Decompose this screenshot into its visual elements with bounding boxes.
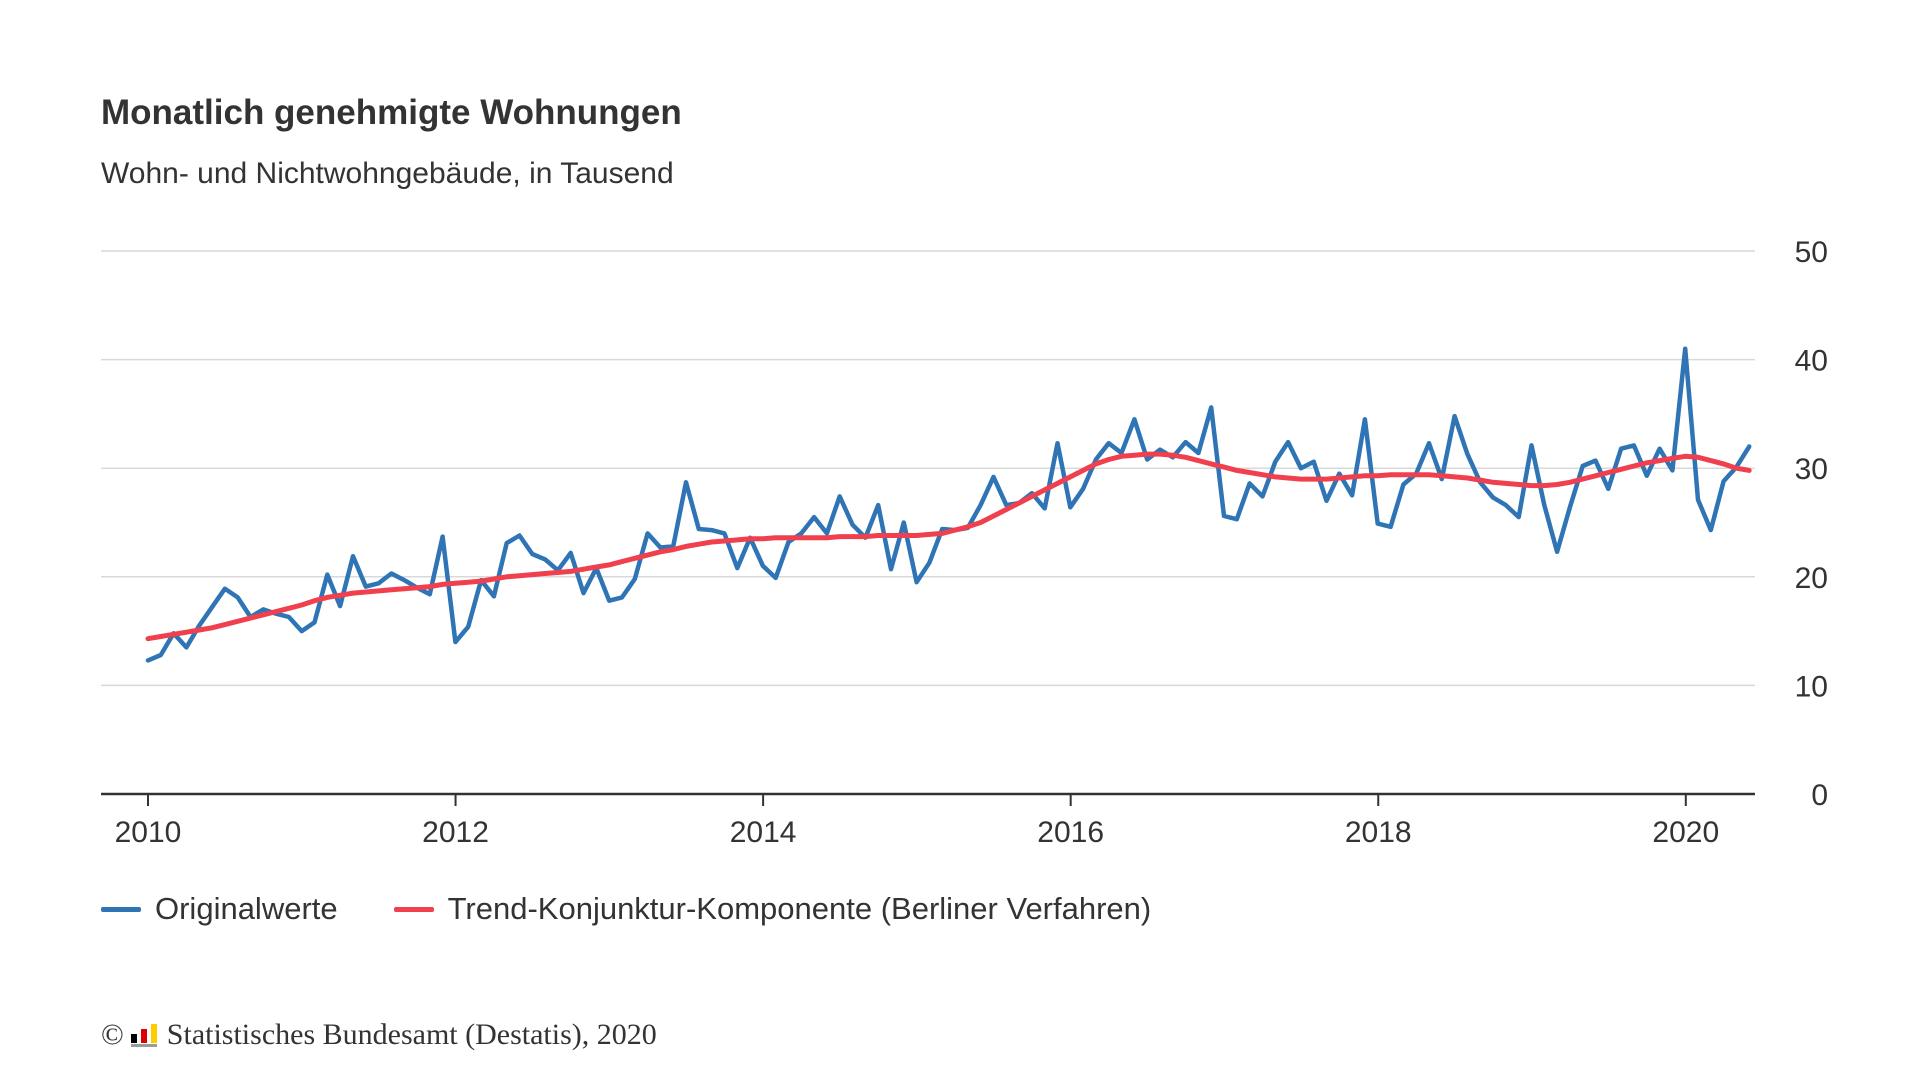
y-tick-label: 0 bbox=[1811, 779, 1828, 812]
legend-label-trend: Trend-Konjunktur-Komponente (Berliner Ve… bbox=[447, 891, 1152, 926]
legend-item-original: Originalwerte bbox=[101, 891, 338, 927]
x-tick-label: 2010 bbox=[115, 816, 182, 849]
x-tick-label: 2020 bbox=[1652, 816, 1719, 849]
y-tick-label: 50 bbox=[1795, 236, 1828, 269]
x-tick-label: 2012 bbox=[422, 816, 489, 849]
y-tick-label: 30 bbox=[1795, 453, 1828, 486]
legend-label-original: Originalwerte bbox=[155, 891, 338, 926]
y-tick-label: 10 bbox=[1795, 670, 1828, 703]
legend: Originalwerte Trend-Konjunktur-Komponent… bbox=[101, 891, 1207, 927]
source-footer: © Statistisches Bundesamt (Destatis), 20… bbox=[101, 1018, 657, 1052]
x-tick-label: 2016 bbox=[1037, 816, 1104, 849]
chart-title: Monatlich genehmigte Wohnungen bbox=[101, 93, 682, 132]
source-text: Statistisches Bundesamt (Destatis), 2020 bbox=[166, 1018, 657, 1051]
series-lines bbox=[145, 346, 1752, 663]
x-tick-label: 2014 bbox=[730, 816, 797, 849]
destatis-logo-icon bbox=[130, 1024, 157, 1047]
x-tick-label: 2018 bbox=[1345, 816, 1412, 849]
legend-swatch-original bbox=[101, 906, 141, 912]
chart-subtitle: Wohn- und Nichtwohngebäude, in Tausend bbox=[101, 157, 674, 190]
y-axis-ticks: 0 10 20 30 40 50 bbox=[1795, 236, 1828, 812]
y-tick-label: 40 bbox=[1795, 345, 1828, 378]
legend-item-trend: Trend-Konjunktur-Komponente (Berliner Ve… bbox=[393, 891, 1152, 927]
legend-swatch-trend bbox=[393, 906, 434, 912]
y-tick-label: 20 bbox=[1795, 562, 1828, 595]
series-line-original bbox=[145, 346, 1752, 663]
x-axis-ticks: 2010 2012 2014 2016 2018 2020 bbox=[115, 794, 1719, 849]
gridlines bbox=[101, 250, 1755, 796]
series-line-trend bbox=[145, 451, 1752, 642]
copyright-symbol: © bbox=[101, 1018, 124, 1051]
